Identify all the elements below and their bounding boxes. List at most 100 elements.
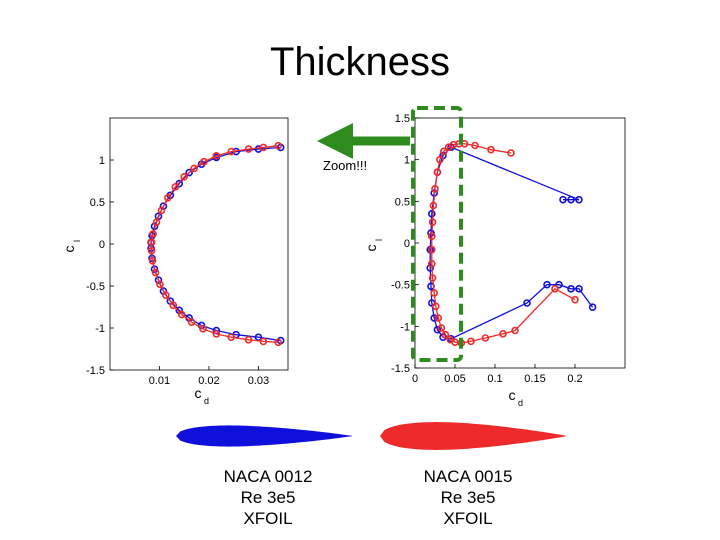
data-point [151, 268, 160, 277]
data-point [567, 285, 575, 293]
x-axis-label-subscript: d [518, 398, 523, 408]
data-point [274, 141, 282, 150]
zoom-label: Zoom!!! [323, 158, 367, 173]
data-point [154, 276, 163, 284]
data-point [523, 299, 531, 307]
data-point [199, 325, 207, 333]
x-tick-label: 0.2 [567, 373, 582, 385]
series-naca-0012 [147, 143, 285, 345]
data-point [487, 145, 495, 154]
data-point [444, 143, 453, 151]
y-tick-label: 0.5 [395, 196, 410, 208]
data-point [431, 302, 440, 311]
data-point [185, 168, 193, 177]
y-tick-label: -1.5 [391, 363, 410, 375]
data-point [274, 338, 282, 347]
chart-left: 10.50-0.5-1-1.50.01 0.02 0.03c dcl [61, 117, 289, 406]
series-naca-0015 [147, 141, 282, 347]
series-naca-0012 [426, 143, 597, 343]
y-axis-label-subscript: l [72, 240, 82, 242]
data-point [428, 274, 437, 282]
data-point [244, 145, 253, 153]
data-point [259, 143, 268, 152]
data-point [428, 218, 437, 226]
caption-naca0012: NACA 0012 Re 3e5 XFOIL [188, 466, 348, 529]
data-point [244, 335, 253, 344]
x-axis-label: c [195, 385, 202, 401]
data-point [575, 285, 583, 293]
data-point [441, 330, 450, 339]
data-point [148, 256, 157, 265]
data-point [555, 280, 563, 289]
data-point [567, 195, 575, 204]
y-tick-label: -1 [400, 321, 410, 333]
y-tick-label: -0.5 [391, 280, 410, 292]
data-point [177, 310, 186, 319]
data-point [427, 232, 436, 241]
data-point [180, 173, 189, 181]
caption-airfoil: NACA 0012 [223, 467, 313, 486]
y-tick-label: 1 [404, 155, 410, 167]
series-line [150, 145, 279, 343]
caption-airfoil: NACA 0015 [423, 467, 513, 486]
y-axis-label: c [363, 245, 379, 252]
data-point [426, 264, 435, 272]
data-point [187, 318, 196, 326]
data-point [433, 325, 442, 334]
data-point [433, 168, 442, 176]
y-tick-label: 1 [99, 155, 105, 167]
data-point [439, 147, 448, 156]
data-point [162, 291, 170, 300]
data-point [575, 195, 583, 204]
data-point [430, 314, 439, 322]
chart-right: 1.510.50-0.5-1-1.50 0.05 0.1 0.15 0.2c dcl [363, 113, 626, 408]
data-point [467, 337, 475, 346]
data-point [427, 229, 435, 237]
data-point [427, 210, 436, 218]
data-point [431, 185, 439, 193]
data-point [511, 326, 519, 335]
x-tick-label: 0.05 [444, 373, 465, 385]
series-naca-0015 [427, 140, 579, 347]
data-point [227, 147, 236, 156]
caption-method: XFOIL [443, 509, 493, 528]
airfoil-naca0012-shape [176, 425, 352, 447]
data-point [171, 183, 180, 191]
data-point [427, 245, 436, 254]
caption-reynolds: Re 3e5 [440, 488, 496, 507]
series-line [431, 143, 576, 344]
y-tick-label: 0 [99, 239, 105, 251]
data-point [149, 230, 157, 238]
caption-reynolds: Re 3e5 [240, 488, 296, 507]
data-point [481, 334, 490, 342]
y-tick-label: 0.5 [90, 197, 105, 209]
y-axis-label-subscript: l [374, 239, 384, 241]
data-point [156, 280, 164, 289]
x-tick-label: 0.15 [524, 373, 545, 385]
data-point [471, 141, 479, 150]
data-point [429, 201, 438, 210]
data-point [430, 289, 439, 297]
data-point [571, 295, 579, 304]
data-point [147, 238, 156, 247]
y-tick-label: 0 [404, 238, 410, 250]
data-point [200, 157, 208, 166]
data-point [152, 218, 161, 226]
data-point [190, 164, 198, 173]
y-tick-label: -1 [95, 323, 105, 335]
x-axis-label-subscript: d [204, 396, 209, 406]
data-point [437, 324, 446, 332]
data-point [588, 303, 597, 311]
data-point [559, 195, 567, 204]
caption-naca0015: NACA 0015 Re 3e5 XFOIL [388, 466, 548, 529]
series-line [150, 146, 281, 342]
airfoil-naca0015-shape [380, 422, 566, 450]
data-point [427, 260, 436, 268]
x-tick-label: 0.03 [248, 375, 269, 387]
data-point [147, 246, 156, 255]
y-axis-label: c [61, 246, 77, 253]
data-point [212, 330, 221, 338]
data-point [435, 155, 444, 164]
y-tick-label: 1.5 [395, 113, 410, 125]
